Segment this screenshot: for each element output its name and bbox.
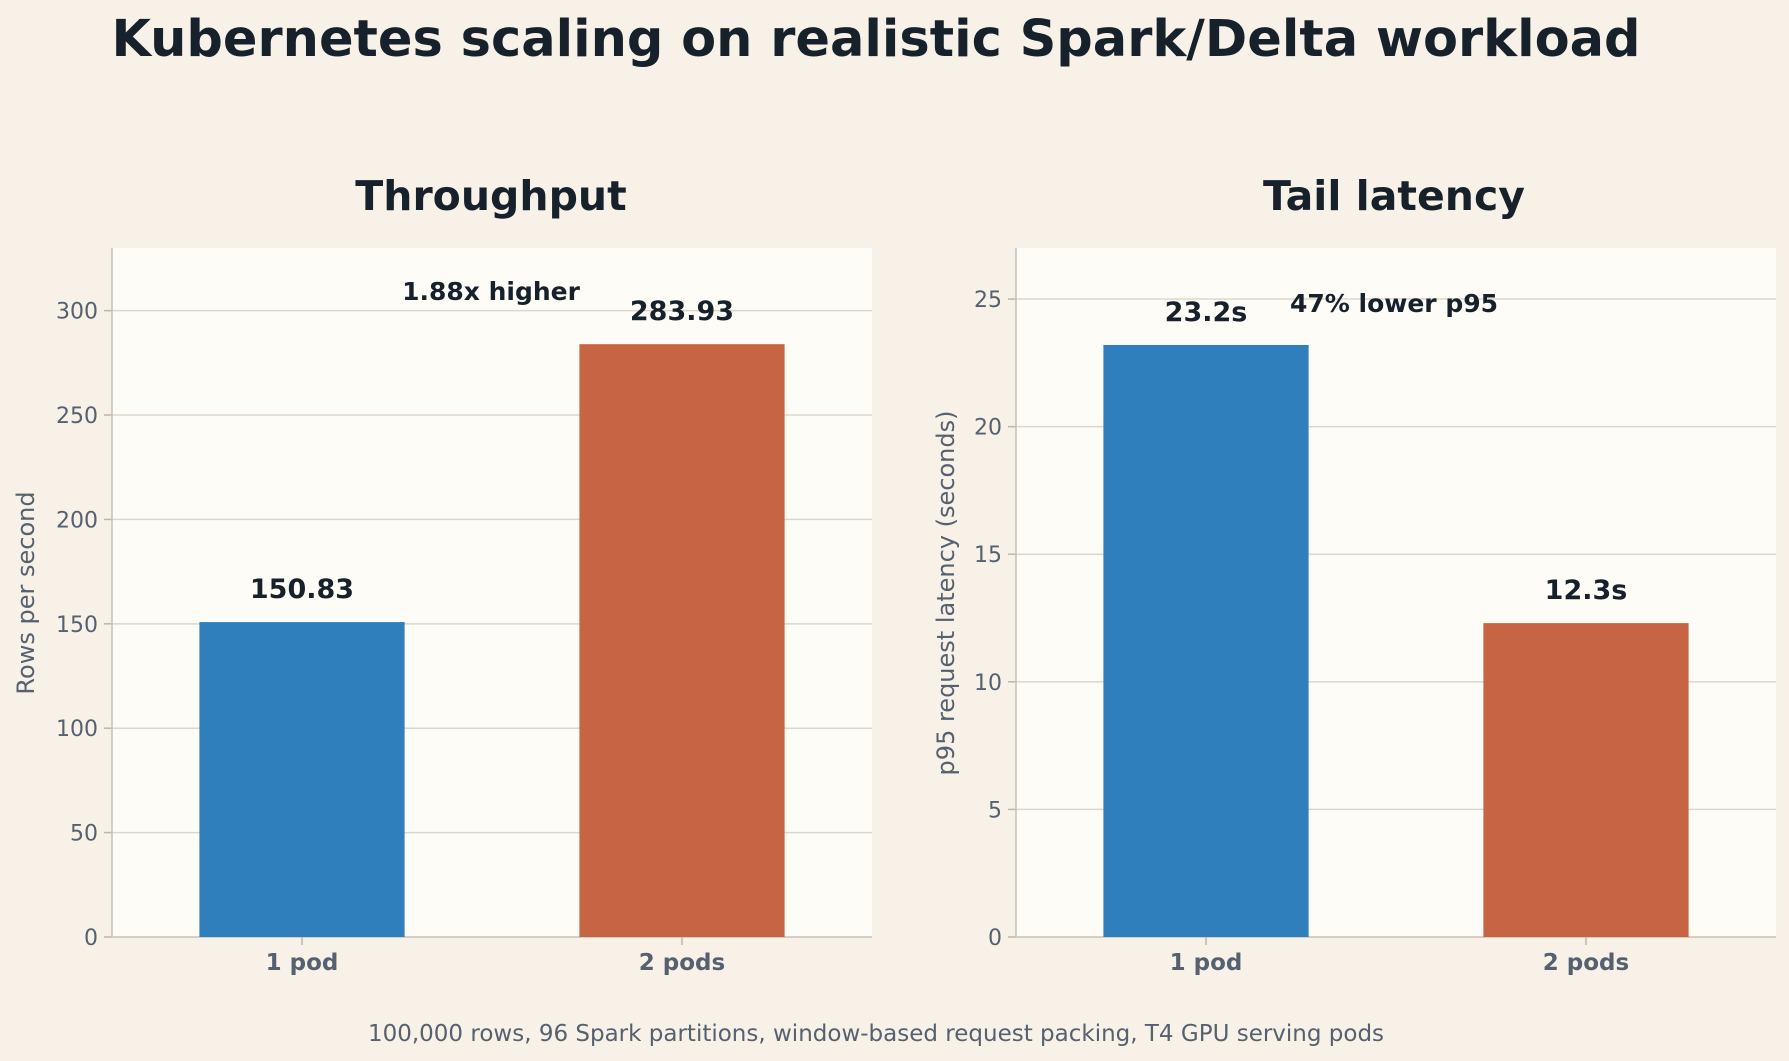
- x-tick-label: 2 pods: [639, 950, 725, 976]
- chart-annotation: 1.88x higher: [402, 277, 581, 306]
- bar: [579, 344, 785, 937]
- bar-value-label: 23.2s: [1165, 297, 1248, 328]
- chart-title: Tail latency: [1263, 172, 1525, 220]
- y-tick-label: 0: [84, 926, 98, 951]
- x-tick-label: 2 pods: [1543, 950, 1629, 976]
- y-tick-label: 300: [56, 300, 98, 325]
- y-tick-label: 150: [56, 613, 98, 638]
- bar: [1483, 623, 1689, 937]
- y-tick-label: 15: [974, 543, 1002, 568]
- y-tick-label: 10: [974, 671, 1002, 696]
- y-tick-label: 0: [988, 926, 1002, 951]
- y-tick-label: 100: [56, 717, 98, 742]
- y-tick-label: 20: [974, 416, 1002, 441]
- tail-latency-chart: Tail latency p95 request latency (second…: [932, 172, 1776, 976]
- bar-value-label: 150.83: [250, 574, 354, 605]
- y-tick-label: 50: [70, 822, 98, 847]
- bar: [1103, 344, 1309, 938]
- y-tick-label: 250: [56, 404, 98, 429]
- bar: [199, 622, 405, 937]
- bar-value-label: 12.3s: [1545, 575, 1628, 606]
- y-tick-label: 200: [56, 508, 98, 533]
- y-tick-label: 5: [988, 798, 1002, 823]
- y-axis-label: Rows per second: [12, 491, 40, 694]
- figure-title: Kubernetes scaling on realistic Spark/De…: [111, 10, 1640, 69]
- throughput-chart: Throughput Rows per second 1.88x higher …: [12, 172, 872, 976]
- x-tick-label: 1 pod: [266, 950, 339, 976]
- bar-value-label: 283.93: [630, 296, 734, 327]
- figure-caption: 100,000 rows, 96 Spark partitions, windo…: [368, 1021, 1384, 1047]
- y-tick-label: 25: [974, 288, 1002, 313]
- x-tick-label: 1 pod: [1170, 950, 1243, 976]
- chart-annotation: 47% lower p95: [1290, 289, 1498, 318]
- y-axis-label: p95 request latency (seconds): [932, 411, 960, 776]
- chart-title: Throughput: [355, 172, 626, 220]
